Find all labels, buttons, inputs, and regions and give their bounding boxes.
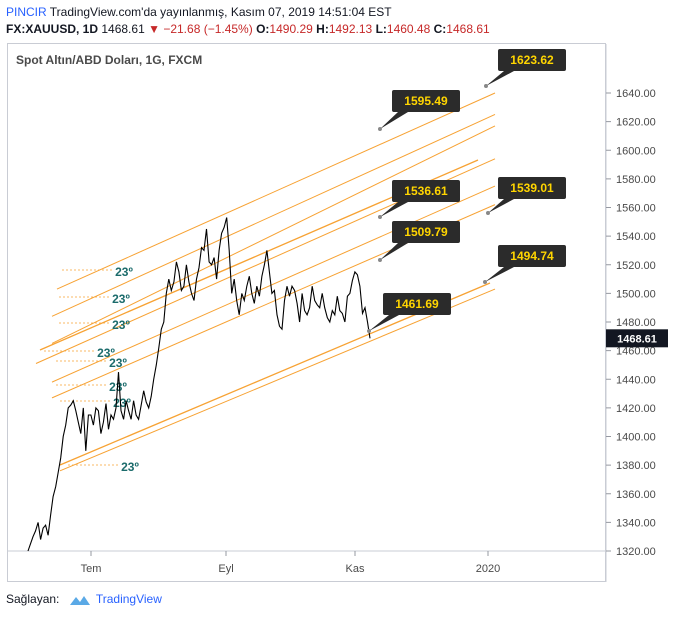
callout-pointer	[486, 71, 514, 86]
callout-anchor	[378, 127, 382, 131]
close-label: C:	[433, 22, 447, 36]
callout-label: 1509.79	[404, 225, 448, 239]
y-tick-label: 1480.00	[616, 317, 656, 329]
y-tick-label: 1580.00	[616, 174, 656, 186]
published-text: TradingView.com'da yayınlanmış, Kasım 07…	[49, 5, 392, 19]
angle-label: 23º	[115, 265, 133, 279]
callout-anchor	[484, 84, 488, 88]
open-label: O:	[256, 22, 270, 36]
x-tick-label: Eyl	[218, 563, 233, 575]
x-tick-label: Tem	[81, 563, 102, 575]
angle-label: 23º	[113, 396, 131, 410]
callout-anchor	[483, 280, 487, 284]
tradingview-logo-icon[interactable]	[69, 594, 91, 606]
price-series-line[interactable]	[27, 217, 371, 552]
high-label: H:	[316, 22, 329, 36]
callout-pointer	[380, 112, 408, 129]
change-down-icon: ▼	[148, 22, 160, 36]
callout-label: 1595.49	[404, 94, 448, 108]
x-tick-label: 2020	[476, 563, 500, 575]
callout-label: 1461.69	[395, 297, 439, 311]
fan-line	[59, 288, 496, 472]
callout-anchor	[486, 211, 490, 215]
callout-box[interactable]	[383, 293, 451, 315]
chart-title: Spot Altın/ABD Doları, 1G, FXCM	[16, 53, 203, 67]
callout-label: 1536.61	[404, 184, 448, 198]
angle-label: 23º	[109, 380, 127, 394]
high-value: 1492.13	[328, 22, 373, 36]
angle-label: 23º	[112, 292, 130, 306]
angle-label: 23º	[109, 356, 127, 370]
y-tick-label: 1340.00	[616, 517, 656, 529]
callout-label: 1539.01	[510, 181, 554, 195]
callout-anchor	[378, 215, 382, 219]
tradingview-link[interactable]: TradingView	[95, 592, 162, 606]
callout-box[interactable]	[392, 221, 460, 243]
y-tick-label: 1560.00	[616, 203, 656, 215]
callout-anchor	[378, 258, 382, 262]
footer: Sağlayan: TradingView	[6, 592, 162, 606]
callout-pointer	[488, 199, 514, 213]
last-value: 1468.61	[101, 22, 145, 36]
callout-pointer	[380, 202, 408, 217]
symbol-label: FX:XAUUSD, 1D	[6, 22, 99, 36]
fan-line	[51, 185, 496, 383]
fan-line	[51, 114, 496, 317]
callout-box[interactable]	[392, 90, 460, 112]
callout-box[interactable]	[498, 245, 566, 267]
publish-info: PINCIR TradingView.com'da yayınlanmış, K…	[6, 5, 392, 19]
x-tick-label: Kas	[346, 563, 365, 575]
open-value: 1490.29	[269, 22, 313, 36]
y-tick-label: 1640.00	[616, 88, 656, 100]
y-tick-label: 1400.00	[616, 432, 656, 444]
y-tick-label: 1540.00	[616, 231, 656, 243]
callout-label: 1494.74	[510, 249, 554, 263]
angle-label: 23º	[112, 318, 130, 332]
fan-line	[56, 92, 496, 290]
callout-box[interactable]	[392, 180, 460, 202]
callout-box[interactable]	[498, 49, 566, 71]
y-tick-label: 1320.00	[616, 546, 656, 558]
callout-pointer	[485, 267, 514, 282]
y-tick-label: 1500.00	[616, 288, 656, 300]
y-tick-label: 1440.00	[616, 374, 656, 386]
angle-label: 23º	[121, 460, 139, 474]
callout-label: 1623.62	[510, 53, 554, 67]
y-tick-label: 1380.00	[616, 460, 656, 472]
y-tick-label: 1460.00	[616, 346, 656, 358]
change-value: −21.68 (−1.45%)	[163, 22, 253, 36]
symbol-info: FX:XAUUSD, 1D 1468.61 ▼ −21.68 (−1.45%) …	[6, 22, 490, 36]
y-tick-label: 1420.00	[616, 403, 656, 415]
angle-label: 23º	[97, 346, 115, 360]
y-tick-label: 1360.00	[616, 489, 656, 501]
y-tick-label: 1520.00	[616, 260, 656, 272]
last-price-tag	[606, 329, 668, 348]
callout-pointer	[369, 315, 399, 331]
footer-prefix: Sağlayan:	[6, 592, 60, 606]
low-value: 1460.48	[386, 22, 431, 36]
y-tick-label: 1600.00	[616, 145, 656, 157]
callout-box[interactable]	[498, 177, 566, 199]
fan-line	[51, 125, 496, 344]
callout-anchor	[367, 329, 371, 333]
close-value: 1468.61	[446, 22, 490, 36]
callout-pointer	[380, 243, 408, 260]
author-name[interactable]: PINCIR	[6, 5, 47, 19]
low-label: L:	[375, 22, 387, 36]
last-price-label: 1468.61	[617, 333, 657, 345]
y-tick-label: 1620.00	[616, 117, 656, 129]
